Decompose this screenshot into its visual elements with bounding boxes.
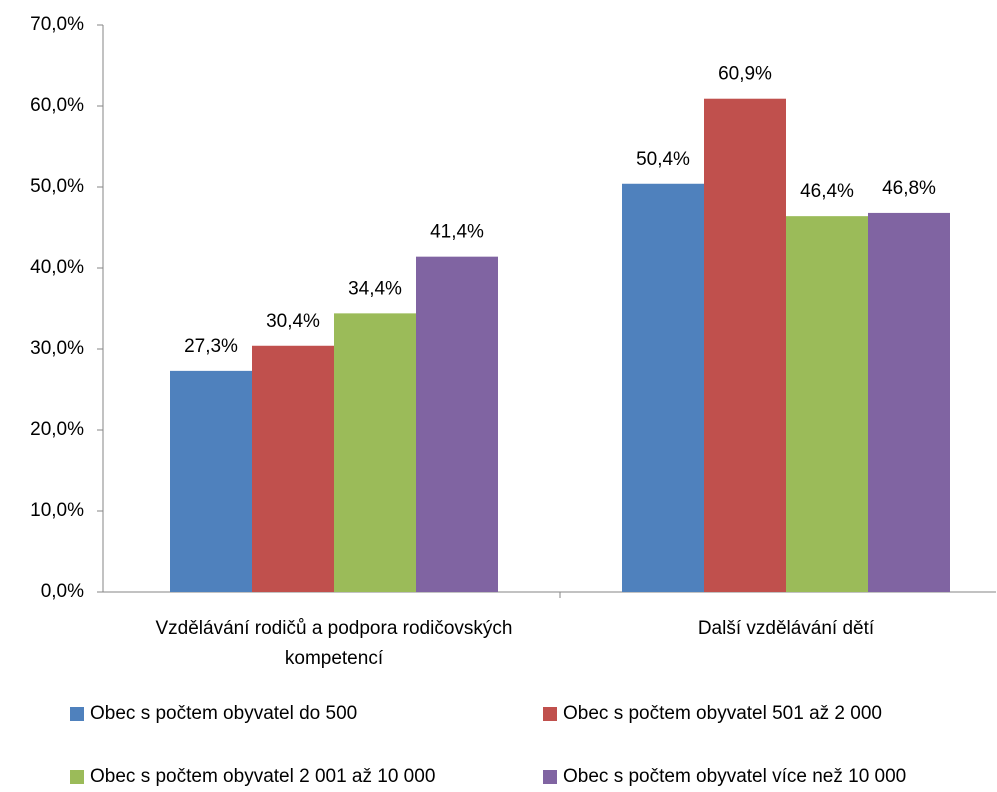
legend-item: Obec s počtem obyvatel do 500 <box>70 702 357 726</box>
legend-label: Obec s počtem obyvatel 2 001 až 10 000 <box>90 766 436 787</box>
legend-swatch <box>543 707 557 721</box>
data-label: 34,4% <box>348 278 402 299</box>
legend-item: Obec s počtem obyvatel více než 10 000 <box>543 765 906 789</box>
legend-label: Obec s počtem obyvatel do 500 <box>90 703 358 724</box>
bar <box>170 370 252 592</box>
data-label: 27,3% <box>184 336 238 357</box>
data-label: 46,4% <box>800 181 854 202</box>
bar <box>252 345 334 592</box>
y-tick-label: 30,0% <box>30 338 84 359</box>
y-tick-label: 40,0% <box>30 257 84 278</box>
y-tick-label: 20,0% <box>30 419 84 440</box>
legend-item: Obec s počtem obyvatel 2 001 až 10 000 <box>70 765 435 789</box>
bar <box>786 216 868 592</box>
data-label: 30,4% <box>266 311 320 332</box>
bar <box>622 183 704 592</box>
y-tick-label: 60,0% <box>30 95 84 116</box>
bar <box>704 98 786 593</box>
y-tick-label: 0,0% <box>41 581 84 602</box>
bar <box>868 212 950 593</box>
y-tick-label: 70,0% <box>30 14 84 35</box>
y-tick-label: 10,0% <box>30 500 84 521</box>
x-tick-label: Další vzdělávání dětí <box>697 618 875 639</box>
legend-item: Obec s počtem obyvatel 501 až 2 000 <box>543 702 882 726</box>
data-label: 46,8% <box>882 178 936 199</box>
y-tick-label: 50,0% <box>30 176 84 197</box>
legend-swatch <box>70 770 84 784</box>
data-label: 41,4% <box>430 222 484 243</box>
legend-label: Obec s počtem obyvatel 501 až 2 000 <box>563 703 882 724</box>
legend-swatch <box>70 707 84 721</box>
data-label: 60,9% <box>718 64 772 85</box>
x-tick-label: Vzdělávání rodičů a podpora rodičovských… <box>155 618 513 669</box>
bar <box>334 313 416 592</box>
data-label: 50,4% <box>636 149 690 170</box>
legend-label: Obec s počtem obyvatel více než 10 000 <box>563 766 907 787</box>
bar <box>416 256 498 592</box>
legend-swatch <box>543 770 557 784</box>
